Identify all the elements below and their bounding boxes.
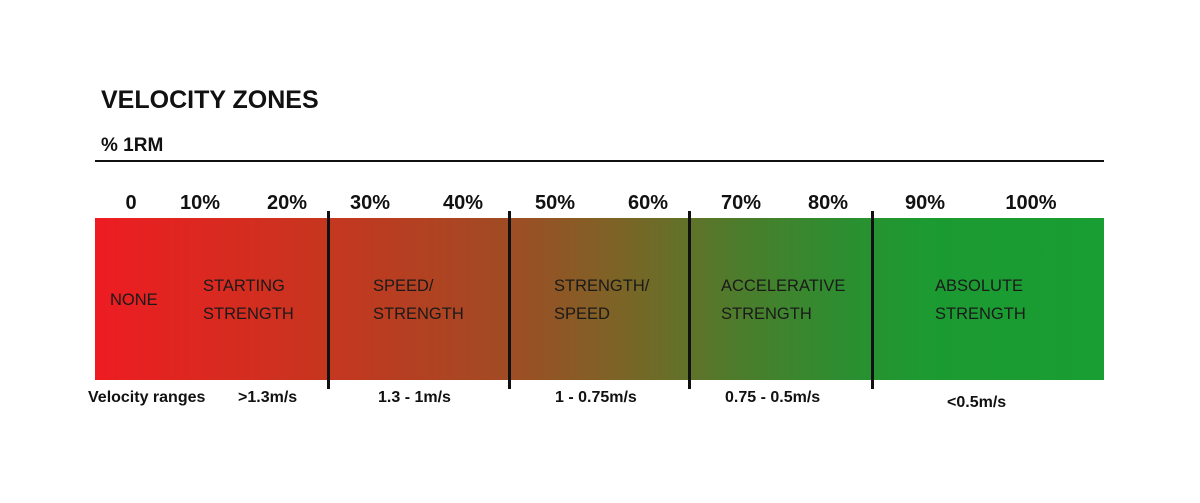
zone-label-line1: NONE <box>110 291 158 309</box>
zone-label-line1: ACCELERATIVE <box>721 277 846 295</box>
velocity-range: <0.5m/s <box>947 394 1007 411</box>
tick-label: 100% <box>1005 192 1057 214</box>
zone-label-line2: STRENGTH <box>373 305 464 323</box>
velocity-range: 0.75 - 0.5m/s <box>725 389 821 406</box>
tick-label: 10% <box>179 192 221 214</box>
zone-accelerative-strength: ACCELERATIVE STRENGTH <box>721 272 845 328</box>
zone-absolute-strength: ABSOLUTE STRENGTH <box>935 272 1026 328</box>
zone-label-line1: STRENGTH/ <box>554 277 650 295</box>
velocity-range: 1 - 0.75m/s <box>555 389 637 406</box>
zone-label-line1: STARTING <box>203 277 285 295</box>
zone-strength-speed: STRENGTH/ SPEED <box>554 272 649 328</box>
tick-label: 60% <box>627 192 669 214</box>
tick-label: 20% <box>266 192 308 214</box>
zone-label-line1: ABSOLUTE <box>935 277 1024 295</box>
zone-starting-strength: STARTING STRENGTH <box>203 272 294 328</box>
zone-label-line2: STRENGTH <box>935 305 1026 323</box>
zone-label-line1: SPEED/ <box>373 277 434 295</box>
zone-divider <box>508 211 511 389</box>
velocity-ranges-label: Velocity ranges <box>88 389 206 406</box>
title-underline <box>95 160 1104 162</box>
zone-speed-strength: SPEED/ STRENGTH <box>373 272 464 328</box>
zone-label-line2: SPEED <box>554 305 610 323</box>
zone-label-line2: STRENGTH <box>721 305 812 323</box>
velocity-range: 1.3 - 1m/s <box>378 389 451 406</box>
axis-subtitle: % 1RM <box>101 135 164 156</box>
zone-divider <box>871 211 874 389</box>
zone-none: NONE <box>110 286 158 314</box>
tick-label: 50% <box>534 192 576 214</box>
zone-divider <box>688 211 691 389</box>
zone-divider <box>327 211 330 389</box>
tick-label: 40% <box>442 192 484 214</box>
zone-label-line2: STRENGTH <box>203 305 294 323</box>
diagram-title: VELOCITY ZONES <box>101 86 319 114</box>
tick-label: 70% <box>720 192 762 214</box>
velocity-range: >1.3m/s <box>238 389 298 406</box>
tick-label: 0 <box>125 192 137 214</box>
tick-label: 30% <box>349 192 391 214</box>
tick-label: 80% <box>807 192 849 214</box>
tick-label: 90% <box>904 192 946 214</box>
velocity-gradient-bar <box>95 218 1104 380</box>
